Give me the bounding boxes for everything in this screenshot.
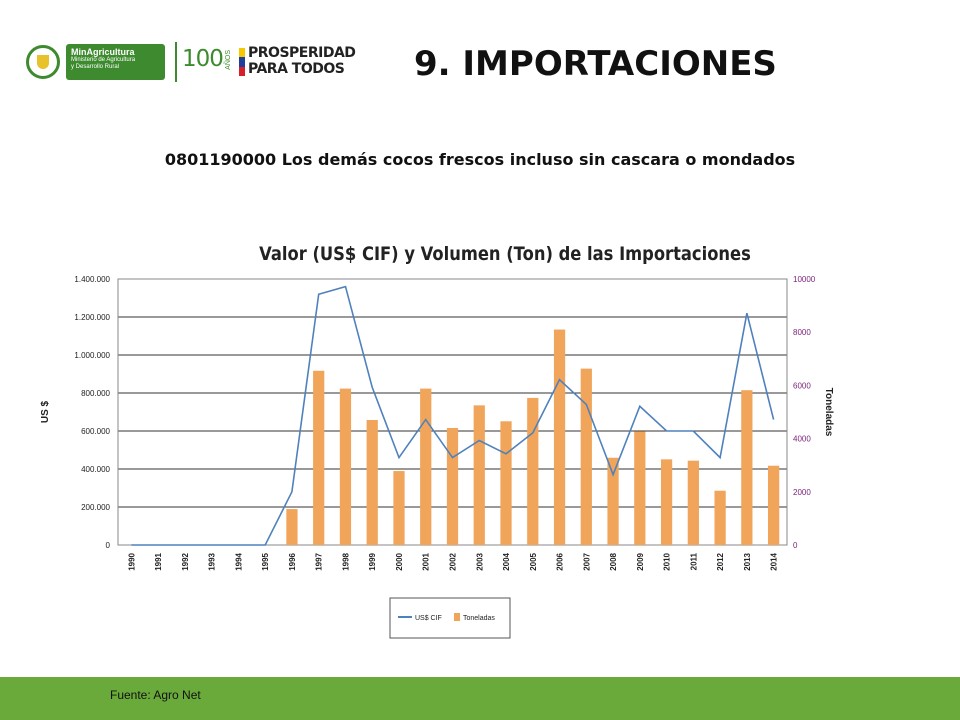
- bar-toneladas: [473, 405, 485, 545]
- x-tick-label: 2004: [502, 552, 511, 570]
- bar-toneladas: [660, 459, 673, 545]
- x-tick-label: 1999: [368, 552, 377, 570]
- y2-tick-label: 10000: [793, 275, 816, 284]
- chart-subtitle: 0801190000 Los demás cocos frescos inclu…: [164, 150, 796, 169]
- y-tick-label: 1.200.000: [74, 313, 110, 322]
- x-tick-label: 1997: [315, 552, 324, 570]
- y-tick-label: 0: [106, 541, 111, 550]
- bar-toneladas: [446, 427, 459, 545]
- x-tick-label: 2009: [636, 552, 645, 570]
- x-tick-label: 2006: [556, 552, 565, 570]
- bar-toneladas: [553, 329, 566, 545]
- x-tick-label: 2014: [770, 552, 779, 570]
- header-logos: MinAgricultura Ministerio de Agricultura…: [22, 40, 382, 88]
- ministry-line-2: y Desarrollo Rural: [71, 64, 120, 70]
- legend-bar-swatch: [454, 613, 460, 621]
- y2-tick-label: 4000: [793, 435, 811, 444]
- logo-divider: [175, 42, 177, 82]
- flag-stripe-yellow: [239, 48, 245, 58]
- y-tick-label: 600.000: [81, 427, 110, 436]
- x-tick-label: 2005: [529, 552, 538, 570]
- bar-toneladas: [286, 509, 298, 545]
- x-tick-label: 2002: [449, 552, 458, 570]
- x-tick-label: 1998: [341, 552, 350, 570]
- y2-tick-label: 2000: [793, 488, 811, 497]
- x-tick-label: 2008: [609, 552, 618, 570]
- bar-toneladas: [714, 490, 726, 545]
- footer-source: Fuente: Agro Net: [110, 688, 201, 702]
- ministry-name: MinAgricultura: [71, 47, 135, 57]
- y-tick-label: 400.000: [81, 465, 110, 474]
- x-tick-label: 2011: [689, 552, 698, 570]
- bar-toneladas: [768, 465, 780, 545]
- colombia-flag-icon: [239, 48, 245, 76]
- chart-title: Valor (US$ CIF) y Volumen (Ton) de las I…: [259, 244, 751, 265]
- bar-toneladas: [339, 388, 352, 545]
- y2-axis-label: Toneladas: [823, 388, 834, 437]
- y-tick-label: 200.000: [81, 503, 110, 512]
- legend-label-toneladas: Toneladas: [463, 615, 495, 622]
- legend-label-us-cif: US$ CIF: [415, 615, 442, 622]
- bar-toneladas: [634, 431, 646, 545]
- y-axis-label: US $: [40, 400, 51, 423]
- bar-toneladas: [687, 460, 699, 545]
- x-tick-label: 1994: [234, 552, 243, 570]
- bar-toneladas: [366, 419, 378, 545]
- bar-toneladas: [393, 471, 405, 545]
- x-tick-label: 2001: [422, 552, 431, 570]
- y2-tick-label: 0: [793, 541, 798, 550]
- slide-title: 9. IMPORTACIONES: [414, 44, 777, 84]
- x-tick-label: 2013: [743, 552, 752, 570]
- y2-tick-label: 6000: [793, 381, 811, 390]
- flag-stripe-red: [239, 66, 245, 76]
- x-tick-label: 2010: [663, 552, 672, 570]
- y-tick-label: 1.400.000: [74, 275, 110, 284]
- ministry-line-1: Ministerio de Agricultura: [71, 57, 136, 63]
- legend-box: [389, 597, 511, 639]
- y-tick-label: 1.000.000: [74, 351, 110, 360]
- imports-chart: Valor (US$ CIF) y Volumen (Ton) de las I…: [40, 244, 834, 639]
- x-tick-label: 2007: [582, 552, 591, 570]
- footer-bar: Fuente: Agro Net: [0, 677, 960, 720]
- x-tick-label: 2003: [475, 552, 484, 570]
- bar-toneladas: [313, 370, 325, 545]
- x-tick-label: 1991: [154, 552, 163, 570]
- centenary-suffix: AÑOS: [225, 50, 232, 70]
- campaign-line-2: PARA TODOS: [248, 61, 345, 77]
- x-tick-label: 1993: [208, 552, 217, 570]
- x-tick-label: 1990: [127, 552, 136, 570]
- bar-toneladas: [527, 397, 539, 545]
- coat-of-arms-icon: [26, 45, 60, 79]
- ministry-logo: MinAgricultura Ministerio de Agricultura…: [66, 44, 165, 80]
- bar-toneladas: [500, 421, 512, 545]
- line-us-cif: [131, 285, 775, 546]
- x-tick-label: 1995: [261, 552, 270, 570]
- campaign-line-1: PROSPERIDAD: [248, 45, 356, 61]
- x-tick-label: 2012: [716, 552, 725, 570]
- y2-tick-label: 8000: [793, 328, 811, 337]
- bar-toneladas: [420, 388, 432, 545]
- flag-stripe-blue: [239, 57, 245, 67]
- bar-toneladas: [741, 390, 753, 545]
- centenary-number: 100: [182, 46, 224, 72]
- y-tick-label: 800.000: [81, 389, 110, 398]
- campaign-logo: PROSPERIDAD PARA TODOS: [248, 45, 356, 77]
- bar-toneladas: [607, 457, 619, 545]
- x-tick-label: 1992: [181, 552, 190, 570]
- x-tick-label: 2000: [395, 552, 404, 570]
- x-tick-label: 1996: [288, 552, 297, 570]
- bar-toneladas: [580, 368, 592, 545]
